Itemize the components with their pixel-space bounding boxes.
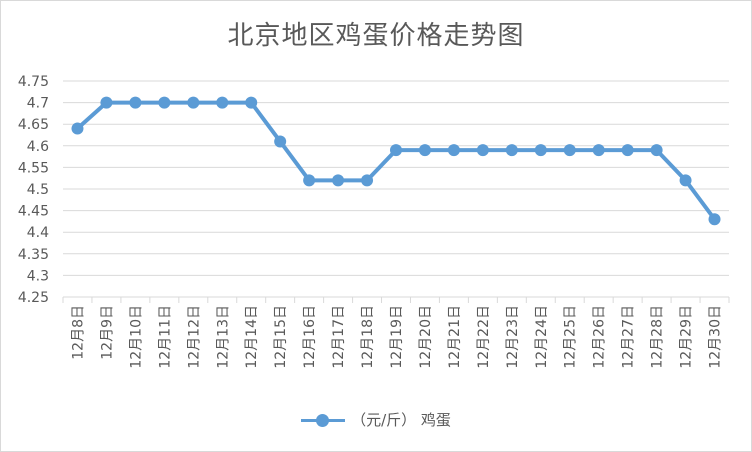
data-point [361,174,374,187]
x-tick-label: 12月23日 [505,305,521,369]
x-tick-label: 12月27日 [621,305,637,369]
data-point [621,144,634,157]
x-tick-label: 12月25日 [563,305,579,369]
x-tick-label: 12月18日 [360,305,376,369]
y-tick-label: 4.25 [18,290,49,306]
y-tick-label: 4.55 [18,160,49,176]
legend: （元/斤） 鸡蛋 [1,409,751,430]
data-point [100,96,113,109]
legend-label: （元/斤） 鸡蛋 [351,411,451,429]
chart-title: 北京地区鸡蛋价格走势图 [227,21,525,51]
x-tick-label: 12月24日 [534,305,550,369]
x-tick-label: 12月17日 [331,305,347,369]
x-tick-label: 12月14日 [244,305,260,369]
y-tick-label: 4.65 [18,117,49,133]
data-point [216,96,229,109]
data-point [390,144,402,157]
x-tick-label: 12月9日 [99,305,115,360]
data-point [71,122,84,135]
data-point [534,144,547,157]
data-point [418,144,431,157]
x-tick-label: 12月22日 [476,305,492,369]
x-tick-label: 12月8日 [70,305,86,360]
data-point [679,174,692,187]
x-tick-label: 12月19日 [389,305,405,369]
x-tick-label: 12月10日 [128,305,144,369]
x-tick-label: 12月28日 [650,305,666,369]
data-point [650,144,663,157]
data-point [158,96,171,109]
data-point [447,144,460,157]
data-point [476,144,489,157]
data-point [245,96,258,109]
x-tick-label: 12月30日 [708,305,724,369]
data-point [505,144,518,157]
x-tick-label: 12月11日 [157,305,173,369]
legend-swatch [301,413,346,427]
data-point [274,135,287,148]
y-tick-label: 4.45 [18,204,49,220]
x-tick-label: 12月26日 [592,305,608,369]
x-tick-label: 12月13日 [215,305,231,369]
y-tick-label: 4.6 [27,139,49,155]
data-point [708,213,721,226]
series-line [75,100,717,222]
y-tick-label: 4.75 [18,74,49,90]
y-tick-label: 4.3 [27,268,49,284]
y-tick-label: 4.35 [18,247,49,263]
x-tick-label: 12月21日 [447,305,463,369]
x-tick-label: 12月12日 [186,305,202,369]
x-tick-label: 12月20日 [418,305,434,369]
data-point [129,96,142,109]
x-tick-label: 12月15日 [273,305,289,369]
x-tick-label: 12月29日 [679,305,695,369]
y-tick-label: 4.4 [27,225,49,241]
data-point [303,174,316,187]
x-tick-label: 12月16日 [302,305,318,369]
data-point [332,174,345,187]
data-point [592,144,605,157]
data-point [187,96,200,109]
data-point [563,144,576,157]
y-tick-label: 4.7 [27,96,49,112]
y-tick-label: 4.5 [27,182,49,198]
